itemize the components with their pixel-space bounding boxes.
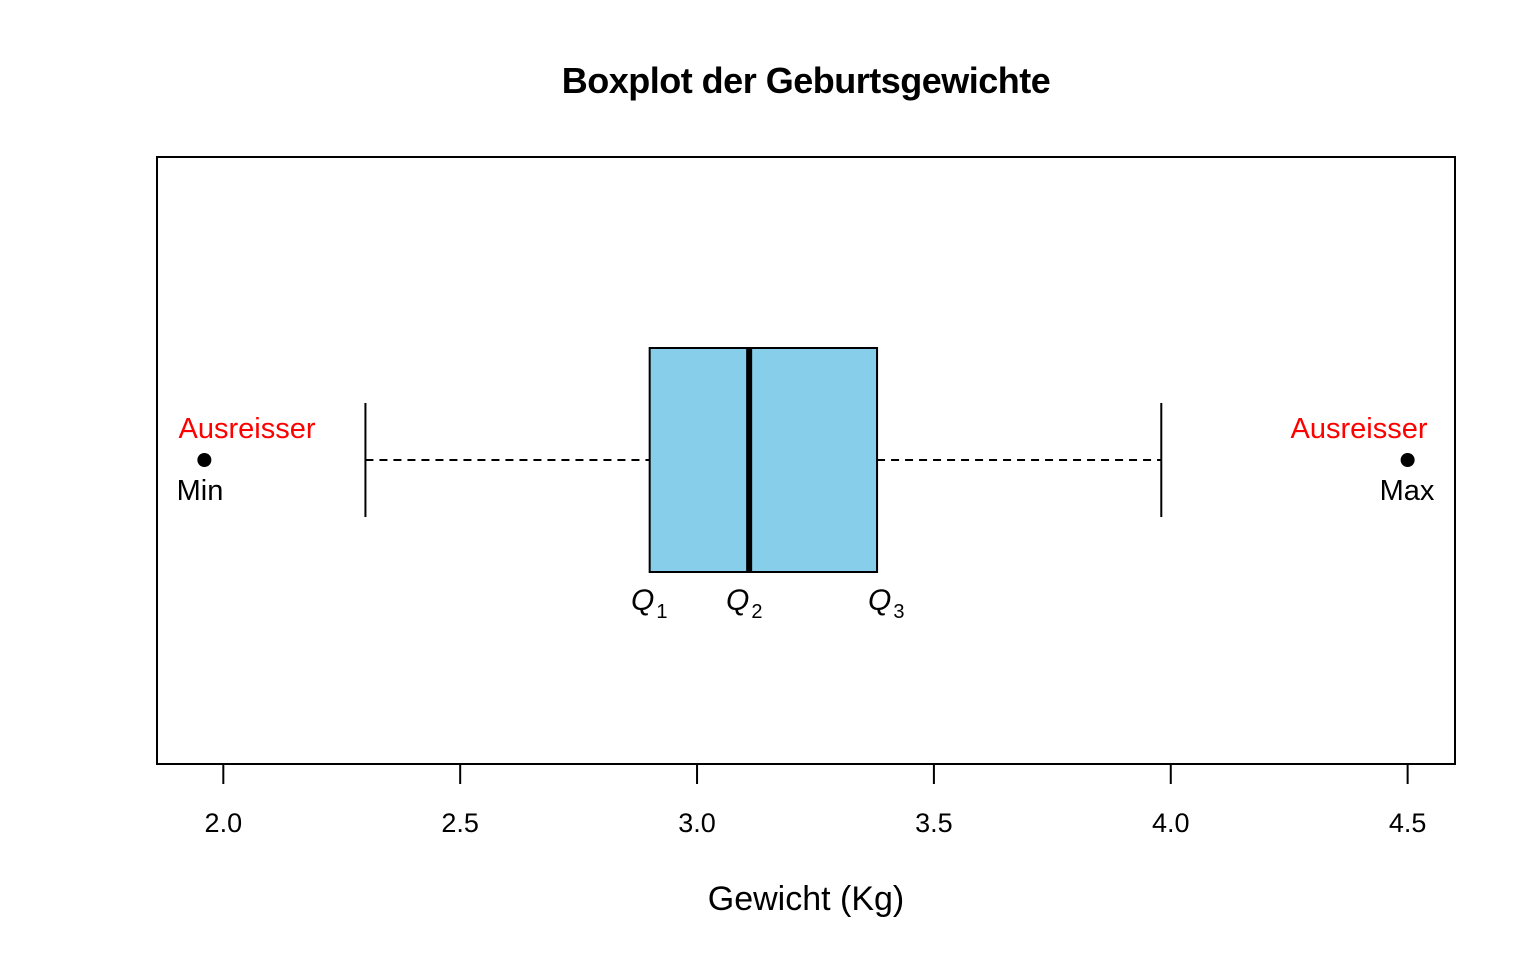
outlier-point-max [1400, 453, 1415, 467]
x-tick-label: 2.0 [205, 808, 243, 838]
chart-title: Boxplot der Geburtsgewichte [562, 60, 1051, 101]
x-axis-label: Gewicht (Kg) [708, 880, 905, 918]
x-tick-label: 3.0 [678, 808, 716, 838]
x-tick-label: 2.5 [441, 808, 479, 838]
outlier-point-min [197, 453, 212, 467]
x-tick-label: 4.5 [1389, 808, 1427, 838]
x-tick-label: 4.0 [1152, 808, 1190, 838]
min-label: Min [177, 475, 224, 507]
plot-frame [156, 156, 1456, 765]
max-label: Max [1380, 475, 1435, 507]
iqr-box [648, 347, 879, 573]
outlier-left-label: Ausreisser [179, 413, 316, 445]
outlier-right-label: Ausreisser [1291, 413, 1428, 445]
x-tick-label: 3.5 [915, 808, 953, 838]
